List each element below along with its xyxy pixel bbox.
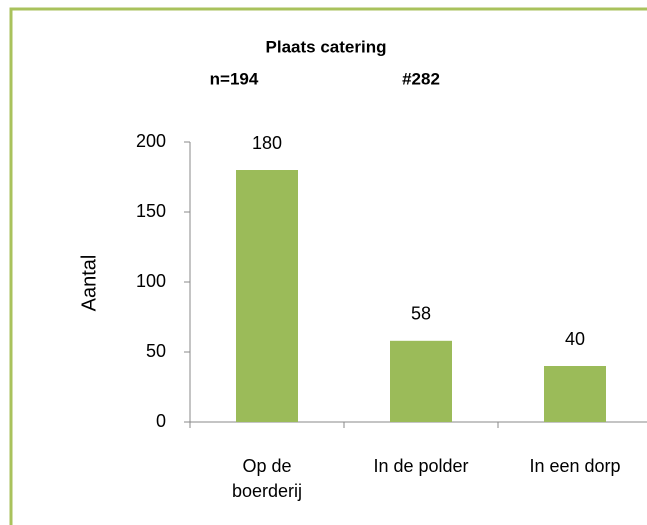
data-label: 40 (565, 329, 585, 349)
data-label: 58 (411, 304, 431, 324)
chart-border (9, 7, 647, 525)
bar (236, 170, 298, 422)
y-tick-label: 100 (136, 271, 166, 291)
y-tick-label: 150 (136, 201, 166, 221)
y-tick-label: 0 (156, 411, 166, 431)
chart-subtitle: #282 (402, 69, 440, 88)
x-tick-label: In een dorp (529, 456, 621, 476)
y-tick-label: 200 (136, 131, 166, 151)
chart-subtitle: n=194 (210, 69, 259, 88)
bar (544, 366, 606, 422)
chart-title: Plaats catering (266, 37, 387, 56)
y-tick-label: 50 (146, 341, 166, 361)
bar (390, 340, 452, 422)
data-label: 180 (252, 133, 282, 153)
x-tick-label: In de polder (373, 456, 469, 476)
y-axis-label: Aantal (78, 255, 100, 312)
x-tick-label: Op de boerderij (231, 456, 303, 501)
